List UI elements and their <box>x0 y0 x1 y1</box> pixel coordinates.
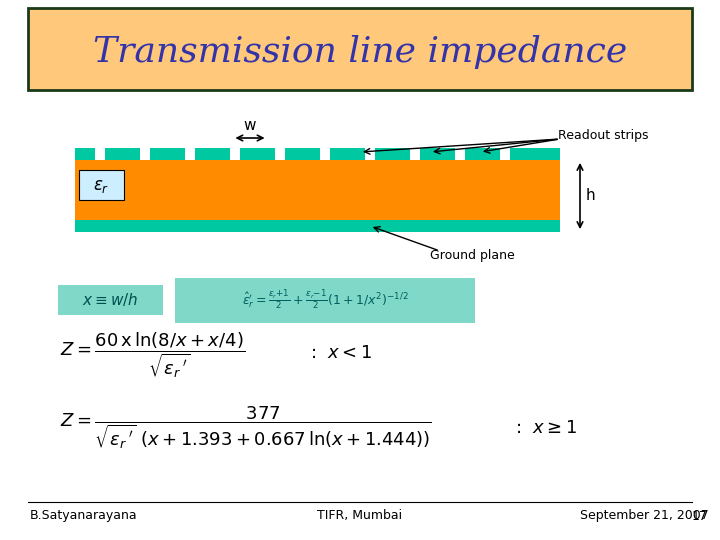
Bar <box>75 148 560 160</box>
Bar <box>455 148 465 160</box>
Text: $Z = \dfrac{60\,\mathrm{x}\,\ln(8/x + x/4)}{\sqrt{\varepsilon_r\,'}}$: $Z = \dfrac{60\,\mathrm{x}\,\ln(8/x + x/… <box>60 330 245 380</box>
Bar <box>500 148 510 160</box>
Text: $Z = \dfrac{377}{\sqrt{\varepsilon_r\,'}\ (x + 1.393 + 0.667\,\ln(x + 1.444))}$: $Z = \dfrac{377}{\sqrt{\varepsilon_r\,'}… <box>60 404 432 451</box>
Text: B.Satyanarayana: B.Satyanarayana <box>30 510 138 523</box>
Bar <box>275 148 285 160</box>
Bar <box>28 8 692 90</box>
Text: TIFR, Mumbai: TIFR, Mumbai <box>318 510 402 523</box>
Bar <box>230 148 240 160</box>
Text: September 21, 2007: September 21, 2007 <box>580 510 708 523</box>
Text: $\varepsilon_r$: $\varepsilon_r$ <box>93 177 109 195</box>
Bar <box>175 278 475 323</box>
Bar <box>410 148 420 160</box>
Text: h: h <box>586 188 595 204</box>
Bar <box>75 160 560 220</box>
Bar <box>75 220 560 232</box>
Bar <box>58 285 163 315</box>
Bar <box>95 148 105 160</box>
Text: 17: 17 <box>692 510 708 523</box>
Bar <box>320 148 330 160</box>
Text: $\hat{\varepsilon}_r' = \frac{\varepsilon_r{+}1}{2} + \frac{\varepsilon_r{-}1}{2: $\hat{\varepsilon}_r' = \frac{\varepsilo… <box>242 289 408 312</box>
Text: Transmission line impedance: Transmission line impedance <box>93 35 627 69</box>
Text: Ground plane: Ground plane <box>430 248 515 261</box>
Text: $x\equiv w/h$: $x\equiv w/h$ <box>82 292 139 308</box>
Bar <box>185 148 195 160</box>
Text: w: w <box>244 118 256 133</box>
Bar <box>79 170 124 200</box>
Text: :  $x \geq 1$: : $x \geq 1$ <box>515 419 577 437</box>
Text: :  $x < 1$: : $x < 1$ <box>310 344 372 362</box>
Bar <box>365 148 375 160</box>
Bar <box>140 148 150 160</box>
Text: Readout strips: Readout strips <box>558 129 649 141</box>
